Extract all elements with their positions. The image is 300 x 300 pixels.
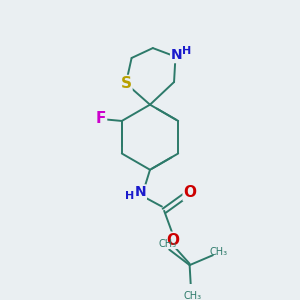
Text: N: N [171, 48, 183, 62]
Text: N: N [134, 185, 146, 200]
Text: CH₃: CH₃ [159, 239, 177, 250]
Text: O: O [184, 185, 197, 200]
Text: S: S [120, 76, 131, 91]
Text: H: H [125, 191, 134, 201]
Text: CH₃: CH₃ [210, 248, 228, 257]
Text: CH₃: CH₃ [183, 291, 202, 300]
Text: F: F [96, 112, 106, 127]
Text: H: H [182, 46, 191, 56]
Text: O: O [166, 233, 179, 248]
